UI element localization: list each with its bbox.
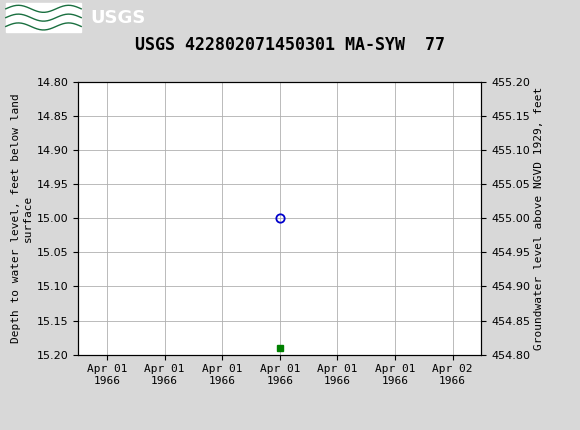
Text: USGS: USGS: [90, 9, 145, 27]
Text: USGS 422802071450301 MA-SYW  77: USGS 422802071450301 MA-SYW 77: [135, 36, 445, 54]
Y-axis label: Depth to water level, feet below land
surface: Depth to water level, feet below land su…: [11, 93, 32, 343]
Bar: [6, 3, 81, 32]
Y-axis label: Groundwater level above NGVD 1929, feet: Groundwater level above NGVD 1929, feet: [534, 86, 544, 350]
